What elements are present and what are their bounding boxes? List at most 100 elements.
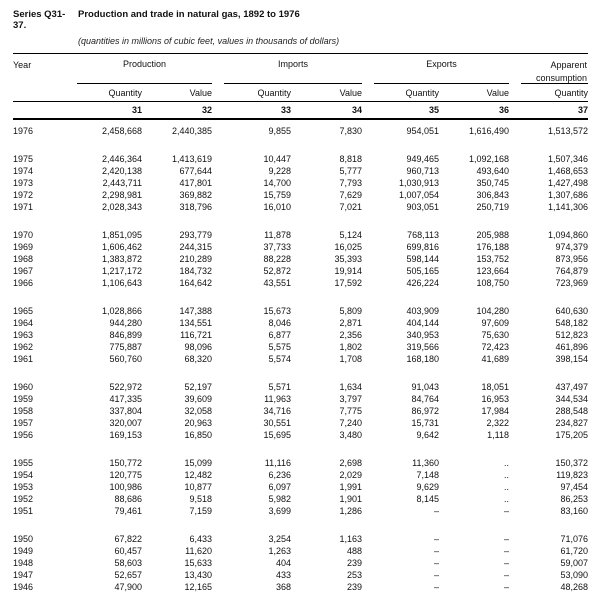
value-cell: – [433,534,439,544]
value-cell: 16,025 [334,242,362,252]
value-cell: 52,197 [184,382,212,392]
table-row: 1962 775,887 98,096 5,575 1,802 319,566 … [13,341,588,353]
value-cell: 1,507,346 [547,154,588,164]
value-cell: 7,148 [416,470,439,480]
value-cell: 14,700 [263,178,291,188]
value-cell: 1,118 [487,430,509,440]
value-cell: – [433,582,439,592]
year-cell: 1969 [13,242,34,252]
value-cell: 2,420,138 [101,166,142,176]
table-row: 1949 60,457 11,620 1,263 488 – – 61,720 [13,545,588,557]
value-cell: 52,872 [263,266,291,276]
value-cell: 5,574 [268,354,291,364]
row-group: 1976 2,458,668 2,440,385 9,855 7,830 954… [13,125,588,137]
year-cell: 1951 [13,506,34,516]
table-row: 1951 79,461 7,159 3,699 1,286 – – 83,160 [13,505,588,517]
value-cell: 9,642 [416,430,439,440]
table-row: 1956 169,153 16,850 15,695 3,480 9,642 1… [13,429,588,441]
row-group: 1955 150,772 15,099 11,116 2,698 11,360 … [13,457,588,517]
table-row: 1975 2,446,364 1,413,619 10,447 8,818 94… [13,153,588,165]
sub-header: Quantity [108,88,142,98]
year-cell: 1950 [13,534,34,544]
value-cell: 48,268 [560,582,588,592]
table-row: 1947 52,657 13,430 433 253 – – 53,090 [13,569,588,581]
value-cell: 437,497 [555,382,588,392]
table-row: 1976 2,458,668 2,440,385 9,855 7,830 954… [13,125,588,137]
value-cell: 2,440,385 [171,126,212,136]
value-cell: 2,446,364 [101,154,142,164]
value-cell: 15,633 [184,558,212,568]
value-cell: 15,099 [184,458,212,468]
value-cell: 640,630 [555,306,588,316]
value-cell: 210,289 [179,254,212,264]
value-cell: 35,393 [334,254,362,264]
year-cell: 1955 [13,458,34,468]
value-cell: 2,443,711 [102,178,142,188]
table-row: 1958 337,804 32,058 34,716 7,775 86,972 … [13,405,588,417]
value-cell: 1,901 [339,494,362,504]
table-row: 1970 1,851,095 293,779 11,878 5,124 768,… [13,229,588,241]
value-cell: 426,224 [406,278,439,288]
value-cell: 97,454 [560,482,588,492]
value-cell: 84,764 [411,394,439,404]
value-cell: 60,457 [114,546,142,556]
value-cell: 846,899 [109,330,142,340]
value-cell: – [433,570,439,580]
year-cell: 1961 [13,354,34,364]
year-cell: 1960 [13,382,34,392]
year-cell: 1959 [13,394,34,404]
value-cell: 67,822 [114,534,142,544]
sub-header: Value [189,88,212,98]
value-cell: 404,144 [406,318,439,328]
table-row: 1954 120,775 12,482 6,236 2,029 7,148 ..… [13,469,588,481]
value-cell: 6,097 [268,482,291,492]
value-cell: 8,818 [339,154,362,164]
year-cell: 1965 [13,306,34,316]
value-cell: .. [503,458,509,468]
table-row: 1967 1,217,172 184,732 52,872 19,914 505… [13,265,588,277]
value-cell: 5,575 [268,342,291,352]
value-cell: 903,051 [406,202,439,212]
table-row: 1957 320,007 20,963 30,551 7,240 15,731 … [13,417,588,429]
value-cell: 350,745 [476,178,509,188]
value-cell: 368 [275,582,291,592]
value-cell: 417,801 [179,178,212,188]
value-cell: .. [503,482,509,492]
year-cell: 1963 [13,330,34,340]
sub-header: Quantity [554,88,588,98]
value-cell: 11,360 [412,458,439,468]
group-header-imports-label: Imports [277,59,308,69]
value-cell: 34,716 [263,406,291,416]
value-cell: 3,254 [268,534,291,544]
value-cell: 6,236 [268,470,291,480]
year-cell: 1949 [13,546,34,556]
value-cell: – [503,570,509,580]
value-cell: 337,804 [109,406,142,416]
value-cell: 3,480 [339,430,362,440]
value-cell: 288,548 [555,406,588,416]
value-cell: 83,160 [560,506,588,516]
year-cell: 1975 [13,154,34,164]
value-cell: 2,029 [339,470,362,480]
value-cell: 2,458,668 [101,126,142,136]
value-cell: 1,286 [339,506,362,516]
year-cell: 1947 [13,570,34,580]
table-row: 1965 1,028,866 147,388 15,673 5,809 403,… [13,305,588,317]
table-row: 1968 1,383,872 210,289 88,228 35,393 598… [13,253,588,265]
value-cell: 417,335 [109,394,142,404]
value-cell: 11,116 [264,458,291,468]
value-cell: 239 [346,582,362,592]
value-cell: 8,046 [268,318,291,328]
value-cell: 723,969 [555,278,588,288]
value-cell: 41,689 [481,354,509,364]
value-cell: 960,713 [406,166,439,176]
value-cell: 119,823 [556,470,588,480]
table-row: 1961 560,760 68,320 5,574 1,708 168,180 … [13,353,588,365]
value-cell: 108,750 [476,278,509,288]
column-number: 35 [428,105,439,115]
value-cell: 7,021 [339,202,362,212]
value-cell: 7,240 [339,418,362,428]
value-cell: 153,752 [476,254,509,264]
value-cell: 8,145 [416,494,439,504]
